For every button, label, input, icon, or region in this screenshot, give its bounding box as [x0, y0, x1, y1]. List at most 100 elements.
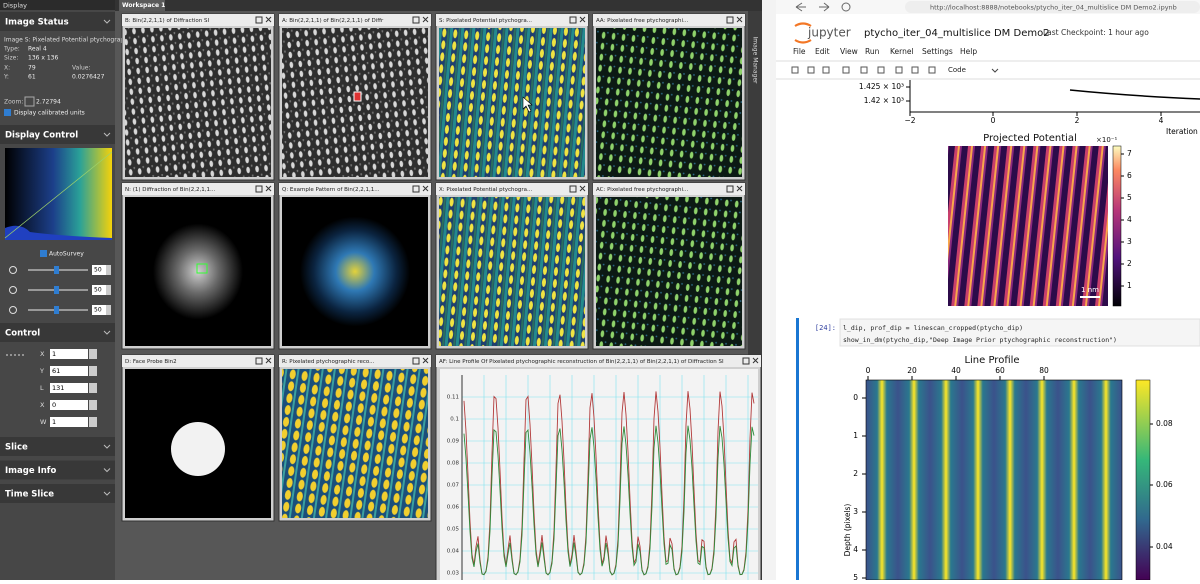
- plot-title: Projected Potential: [983, 133, 1077, 144]
- slider-value-box[interactable]: [92, 305, 106, 315]
- x-tick-label: 80: [1039, 366, 1049, 375]
- checkbox-label: Display calibrated units: [14, 110, 85, 117]
- y-tick-label: 0.1: [450, 417, 459, 423]
- slider-value-box[interactable]: [92, 265, 106, 275]
- section-header-text: Image Info: [5, 466, 56, 476]
- window-title: N: (1) Diffraction of Bin(2,2,1,1...: [125, 187, 215, 193]
- field-box[interactable]: [50, 400, 88, 410]
- toolbar-button[interactable]: [860, 66, 868, 74]
- toolbar-button[interactable]: [911, 66, 919, 74]
- slider-value-box[interactable]: [92, 285, 106, 295]
- field-box[interactable]: [50, 383, 88, 393]
- colorbar-tick-label: 1: [1127, 281, 1132, 290]
- window-title: X: Pixelated Potential ptychogra...: [439, 187, 532, 193]
- section-header[interactable]: [0, 484, 115, 503]
- section-header[interactable]: [0, 12, 115, 31]
- window-close[interactable]: [265, 185, 272, 192]
- toolbar-button[interactable]: [791, 66, 799, 74]
- zoom-label: Zoom:: [4, 99, 23, 106]
- window-maximize[interactable]: [412, 185, 420, 193]
- spin[interactable]: [89, 417, 97, 427]
- checkbox-label: AutoSurvey: [49, 251, 84, 258]
- checkbox[interactable]: [40, 250, 47, 257]
- x-tick-label: 60: [995, 366, 1005, 375]
- slider-knob[interactable]: [54, 306, 59, 314]
- x-tick-label: −2: [904, 116, 915, 125]
- window-titlebar: [122, 14, 274, 26]
- spin[interactable]: [89, 383, 97, 393]
- section-header[interactable]: [0, 323, 115, 342]
- window-maximize[interactable]: [255, 357, 263, 365]
- code-line: l_dip, prof_dip = linescan_cropped(ptych…: [843, 324, 1023, 332]
- image: [596, 197, 742, 346]
- profile-curve: [463, 425, 755, 576]
- section-header-text: Time Slice: [5, 490, 54, 500]
- window-close[interactable]: [422, 185, 429, 192]
- window-maximize[interactable]: [726, 185, 734, 193]
- window-maximize[interactable]: [412, 16, 420, 24]
- status-label: Type:: [3, 46, 20, 53]
- y-tick-label: 0.03: [447, 571, 460, 577]
- spin[interactable]: [89, 349, 97, 359]
- toolbar-button[interactable]: [895, 66, 903, 74]
- histogram: [5, 148, 112, 240]
- field-box[interactable]: [50, 417, 88, 427]
- window-close[interactable]: [579, 16, 586, 23]
- tab[interactable]: [119, 0, 165, 11]
- window-maximize[interactable]: [569, 16, 577, 24]
- toolbar-button[interactable]: [822, 66, 830, 74]
- menu-item: View: [840, 47, 858, 56]
- image: [439, 28, 585, 177]
- slider-icon: [9, 266, 17, 274]
- slider-knob[interactable]: [54, 286, 59, 294]
- tab-label: Workspace 1: [122, 2, 165, 9]
- field-value: 1: [52, 418, 56, 426]
- y-tick-label: 2: [853, 469, 858, 478]
- field-label: X: [40, 401, 45, 409]
- field-box[interactable]: [50, 366, 88, 376]
- slider-value: 50: [94, 287, 102, 294]
- reload[interactable]: [841, 2, 851, 12]
- collapse-arrow: [103, 444, 111, 449]
- section-header[interactable]: [0, 125, 115, 144]
- toolbar-button[interactable]: [807, 66, 815, 74]
- colorbar: [1112, 145, 1122, 307]
- spin: [106, 305, 111, 315]
- panel-title: Display: [3, 2, 27, 10]
- window-close[interactable]: [752, 357, 759, 364]
- window-titlebar: [122, 183, 274, 195]
- toolbar-button[interactable]: [842, 66, 850, 74]
- window-maximize[interactable]: [742, 357, 750, 365]
- window-maximize[interactable]: [255, 16, 263, 24]
- x-tick-label: 0: [991, 116, 996, 125]
- window-maximize[interactable]: [726, 16, 734, 24]
- checkbox[interactable]: [4, 109, 11, 116]
- window-maximize[interactable]: [412, 357, 420, 365]
- zoom-value: 2.72794: [36, 99, 61, 106]
- toolbar-button[interactable]: [877, 66, 885, 74]
- window-close[interactable]: [265, 16, 272, 23]
- window-close[interactable]: [422, 357, 429, 364]
- window-title: S: Pixelated Potential ptychogra...: [439, 18, 532, 24]
- window-maximize[interactable]: [569, 185, 577, 193]
- window-titlebar: [436, 14, 588, 26]
- toolbar-button[interactable]: [928, 66, 936, 74]
- url-bar[interactable]: [905, 1, 1200, 13]
- section-header[interactable]: [0, 460, 115, 480]
- slider-knob[interactable]: [54, 266, 59, 274]
- window-maximize[interactable]: [255, 185, 263, 193]
- field-box[interactable]: [50, 349, 88, 359]
- window-close[interactable]: [422, 16, 429, 23]
- section-header[interactable]: [0, 437, 115, 456]
- window-close[interactable]: [736, 185, 743, 192]
- window-close[interactable]: [736, 16, 743, 23]
- status-value: 61: [28, 74, 36, 81]
- histogram-fill: [5, 225, 112, 240]
- window-close[interactable]: [265, 357, 272, 364]
- status-value: Real 4: [28, 46, 47, 53]
- notebook-title: ptycho_iter_04_multislice DM Demo2: [864, 28, 1050, 39]
- spin[interactable]: [89, 400, 97, 410]
- window-title: D: Face Probe Bin2: [125, 359, 177, 365]
- window-close[interactable]: [579, 185, 586, 192]
- spin[interactable]: [89, 366, 97, 376]
